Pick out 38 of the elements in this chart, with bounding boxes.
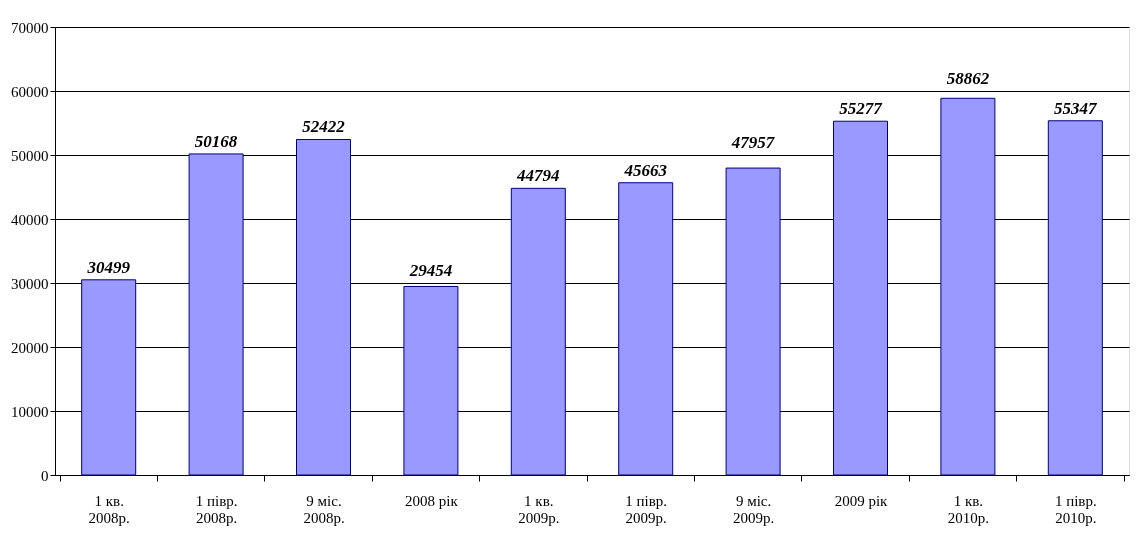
- data-label: 58862: [946, 68, 990, 88]
- data-label: 55347: [1054, 98, 1099, 118]
- x-tick-label: 2008 рік: [405, 492, 459, 509]
- y-tick-label: 60000: [11, 83, 49, 100]
- data-label: 45663: [623, 160, 668, 180]
- x-tick-label: 9 міс. 2009р.: [732, 492, 775, 526]
- x-tick-label: 1 кв. 2008р.: [88, 492, 130, 526]
- x-tick-label: 1 півр. 2008р.: [195, 492, 238, 526]
- x-tick-label: 9 міс. 2008р.: [303, 492, 345, 526]
- data-label: 55277: [839, 99, 884, 119]
- y-tick-label: 40000: [11, 211, 49, 228]
- y-tick-label: 0: [41, 467, 49, 484]
- y-tick-label: 70000: [11, 19, 49, 36]
- data-label: 52422: [302, 117, 346, 137]
- x-tick-label: 1 півр. 2010р.: [1054, 492, 1097, 526]
- data-label: 29454: [408, 260, 453, 280]
- x-tick-label: 2009 рік: [834, 492, 889, 509]
- bar: [188, 153, 244, 476]
- x-tick-label: 1 кв. 2009р.: [518, 492, 560, 526]
- bar: [403, 285, 459, 476]
- bar: [940, 97, 996, 476]
- bar: [618, 182, 674, 476]
- data-label: 50168: [194, 131, 238, 151]
- bar: [833, 120, 888, 476]
- x-tick-label: 1 кв. 2010р.: [947, 492, 990, 526]
- data-label: 44794: [516, 166, 560, 186]
- y-tick-label: 20000: [11, 339, 49, 356]
- data-label: 30499: [86, 257, 131, 277]
- y-tick-label: 30000: [11, 275, 49, 292]
- bar: [296, 139, 351, 476]
- y-tick-label: 50000: [11, 147, 49, 164]
- data-label: 47957: [730, 132, 776, 152]
- bar: [1047, 120, 1103, 476]
- bar: [725, 167, 781, 476]
- x-tick-label: 1 півр. 2009р.: [625, 492, 668, 526]
- bar: [81, 279, 137, 476]
- bar: [510, 187, 566, 476]
- y-tick-label: 10000: [11, 403, 49, 420]
